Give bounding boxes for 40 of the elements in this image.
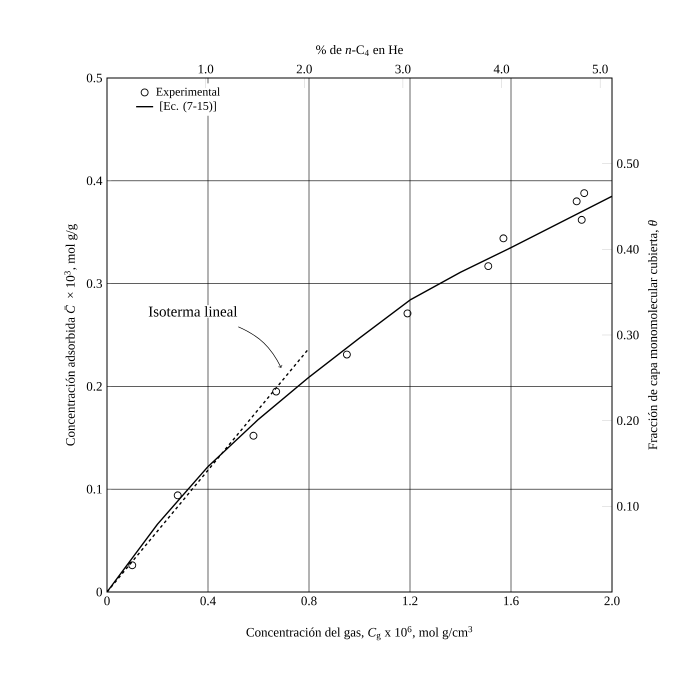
x-axis-title: Concentración del gas, C$_{g}$ x 10$^{6}$, mol g/cm$^{3}$: [246, 626, 472, 640]
x-tick-label: 0: [104, 596, 110, 606]
y2-tick-label: 0.50: [617, 159, 639, 168]
x2-tick-label: 5.0: [592, 64, 608, 74]
point: [272, 388, 280, 396]
point: [250, 432, 258, 440]
x-tick-label: 0.8: [301, 596, 317, 606]
x2-tick-label: 4.0: [494, 64, 510, 74]
point: [580, 189, 588, 198]
x-tick-label: 1.2: [403, 596, 418, 606]
y-tick-label: 0: [96, 588, 102, 596]
point: [342, 350, 351, 358]
y-tick-label: 0.5: [86, 74, 102, 82]
point: [578, 216, 586, 224]
x2-tick-label: 3.0: [395, 64, 411, 74]
annotation: Isoterma lineal: [148, 306, 238, 317]
point: [499, 234, 508, 242]
y2-tick-label: 0.10: [617, 502, 639, 511]
point: [484, 262, 492, 270]
legend-label: [Ec. (7-15)]: [160, 102, 216, 112]
point: [404, 309, 412, 318]
point: [128, 561, 136, 570]
x-tick-label: 0.4: [200, 596, 216, 606]
y-tick-label: 0.1: [86, 484, 102, 494]
x2-tick-label: 2.0: [296, 64, 312, 74]
y2-tick-label: 0.40: [617, 244, 639, 254]
y-tick-label: 0.2: [86, 382, 102, 391]
x-tick-label: 2.0: [604, 596, 620, 606]
y-tick-label: 0.3: [86, 279, 102, 288]
x2-tick-label: 1.0: [198, 64, 214, 74]
y2-tick-label: 0.30: [617, 330, 639, 340]
y-axis-title: Concentración adsorbida C̄ × 10$^{3}$, mol g/g: [64, 224, 78, 446]
point: [174, 491, 182, 500]
y2-axis-title: Fracción de capa monomolecular cubierta, θ: [648, 220, 660, 450]
x-tick-label: 1.6: [504, 596, 519, 606]
y2-tick-label: 0.20: [617, 416, 639, 426]
legend-label: Experimental: [156, 87, 220, 98]
y-tick-label: 0.4: [86, 176, 102, 186]
x2-axis-title: % de n-C$_{4}$ en He: [316, 45, 403, 56]
point: [572, 197, 581, 206]
